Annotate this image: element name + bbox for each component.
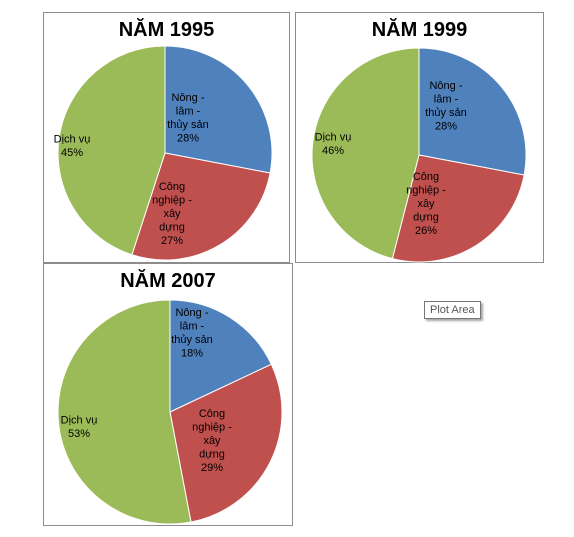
pie-slice[interactable]	[164, 45, 273, 174]
pie-plot-area[interactable]: Nông -lâm -thủy sản 18% Công nghiệp -xây dựn…	[44, 264, 294, 527]
pie-slice[interactable]	[391, 154, 525, 263]
chart-1999[interactable]: NĂM 1999 Nông -lâm -thủy sản 28% Công nghiệ…	[295, 12, 544, 263]
pie-slice[interactable]	[131, 152, 271, 261]
slice-data-label: Nông -lâm -thủy sản 28%	[425, 80, 467, 133]
pie-plot-area[interactable]: Nông -lâm -thủy sản 28% Công nghiệp -xây dựn…	[296, 13, 545, 264]
slice-data-label: Nông -lâm -thủy sản 28%	[167, 92, 209, 145]
slice-data-label: Dịch vụ 45%	[54, 133, 91, 159]
pie-slice[interactable]	[57, 45, 166, 256]
chart-1995[interactable]: NĂM 1995 Nông -lâm -thủy sản 28% Công nghiệ…	[43, 12, 290, 263]
slice-data-label: Nông -lâm -thủy sản 18%	[171, 307, 213, 360]
pie-slice[interactable]	[418, 47, 527, 176]
chart-2007[interactable]: NĂM 2007 Nông -lâm -thủy sản 18% Công nghiệ…	[43, 263, 293, 526]
chart-title: NĂM 1995	[118, 19, 215, 41]
slice-data-label: Dịch vụ 46%	[315, 131, 352, 157]
pie-slice[interactable]	[169, 299, 273, 413]
pie-slice[interactable]	[169, 363, 283, 523]
pie-slice[interactable]	[311, 47, 420, 260]
pie-plot-area[interactable]: Nông -lâm -thủy sản 28% Công nghiệp -xây dựn…	[44, 13, 291, 264]
slice-data-label: Công nghiệp -xây dựng 29%	[192, 408, 232, 474]
pie-slice[interactable]	[57, 299, 192, 525]
slice-data-label: Dịch vụ 53%	[61, 414, 98, 440]
plot-area-tooltip: Plot Area	[424, 301, 481, 319]
chart-title: NĂM 2007	[120, 270, 216, 292]
chart-title: NĂM 1999	[371, 19, 468, 41]
slice-data-label: Công nghiệp -xây dựng 27%	[152, 181, 192, 247]
slice-data-label: Công nghiệp -xây dựng 26%	[406, 171, 446, 237]
